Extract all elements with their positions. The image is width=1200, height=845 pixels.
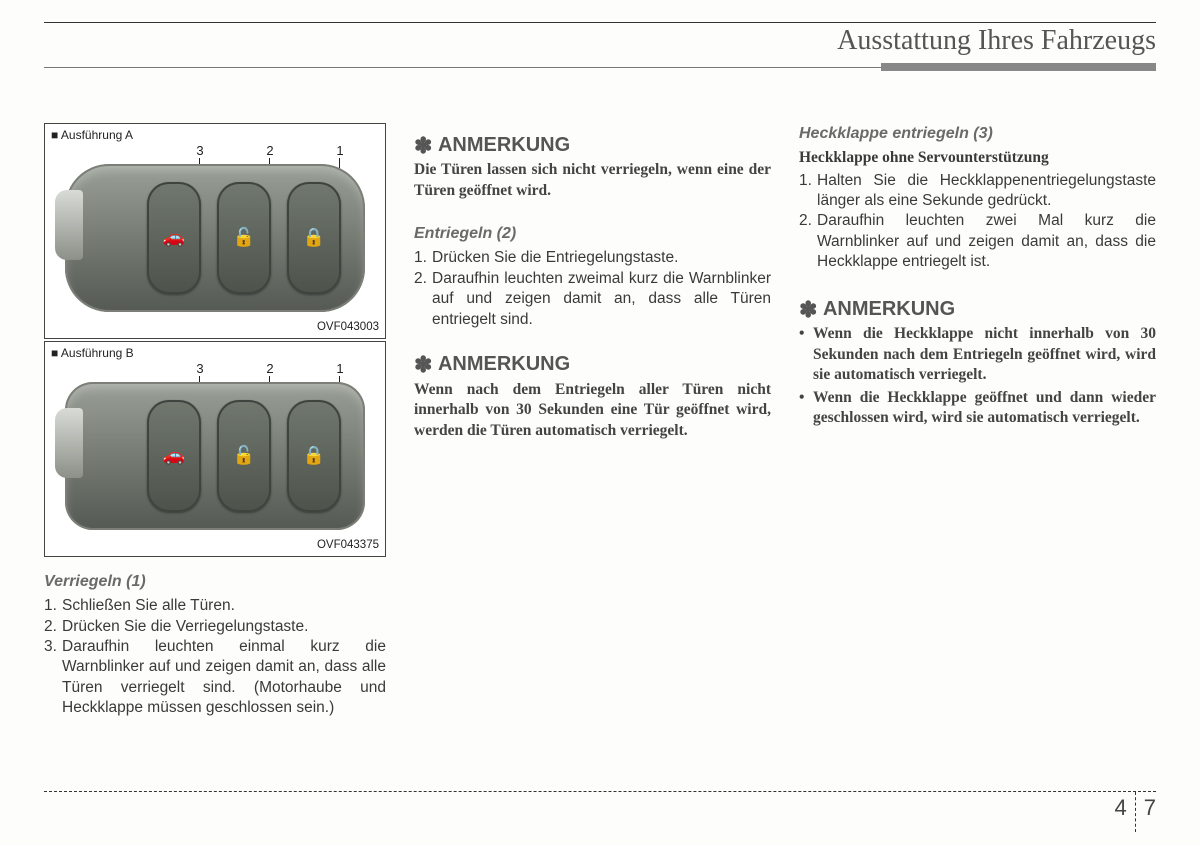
page-number: 4 7 <box>1115 784 1157 832</box>
key-fob-b: 🔒 🔓 🚗 <box>65 382 365 530</box>
figure-a-label: ■ Ausführung A <box>51 128 133 144</box>
figure-b-code: OVF043375 <box>317 538 379 553</box>
note3-bullet-2: Wenn die Heckklappe geöffnet und dann wi… <box>813 388 1156 429</box>
note3-bullet-1: Wenn die Heckklappe nicht innerhalb von … <box>813 324 1156 385</box>
section2-step-1: Drücken Sie die Entriegelungstaste. <box>432 248 771 268</box>
header-rule-thick <box>881 63 1156 71</box>
page-frame: Ausstattung Ihres Fahrzeugs ■ Ausführung… <box>44 22 1156 802</box>
figure-b-callout-2: 2 <box>263 360 277 377</box>
section3-subheading: Heckklappe ohne Servounterstützung <box>799 148 1156 168</box>
page-section: 4 <box>1115 795 1127 821</box>
figure-a-code: OVF043003 <box>317 320 379 335</box>
section1-step-1: Schließen Sie alle Türen. <box>62 596 386 616</box>
note3-bullets: •Wenn die Heckklappe nicht innerhalb von… <box>799 324 1156 428</box>
section1-steps: 1.Schließen Sie alle Türen. 2.Drücken Si… <box>44 596 386 719</box>
section1-heading: Verriegeln (1) <box>44 571 386 592</box>
section2-step-2: Daraufhin leuchten zweimal kurz die Warn… <box>432 269 771 330</box>
figure-a-callout-3: 3 <box>193 142 207 159</box>
figure-b-label: ■ Ausführung B <box>51 346 134 362</box>
section2-heading: Entriegeln (2) <box>414 223 771 244</box>
figure-b: ■ Ausführung B 3 2 1 🔒 🔓 🚗 OVF043375 <box>44 341 386 557</box>
column-2: ✽ ANMERKUNG Die Türen lassen sich nicht … <box>414 123 771 719</box>
lock-button-icon: 🔒 <box>287 182 341 294</box>
unlock-button-icon: 🔓 <box>217 182 271 294</box>
figure-b-callout-3: 3 <box>193 360 207 377</box>
key-fob-a: 🔒 🔓 🚗 <box>65 164 365 312</box>
chapter-title: Ausstattung Ihres Fahrzeugs <box>823 21 1156 61</box>
section2-steps: 1.Drücken Sie die Entriegelungstaste. 2.… <box>414 248 771 330</box>
content-columns: ■ Ausführung A 3 2 1 🔒 🔓 🚗 OVF043003 ■ A… <box>44 123 1156 719</box>
figure-a-callout-2: 2 <box>263 142 277 159</box>
figure-a: ■ Ausführung A 3 2 1 🔒 🔓 🚗 OVF043003 <box>44 123 386 339</box>
page-num: 7 <box>1144 795 1156 821</box>
trunk-button-icon: 🚗 <box>147 182 201 294</box>
figure-b-callout-1: 1 <box>333 360 347 377</box>
column-3: Heckklappe entriegeln (3) Heckklappe ohn… <box>799 123 1156 719</box>
lock-button-icon: 🔒 <box>287 400 341 512</box>
section3-steps: 1.Halten Sie die Heckklappenentriegelung… <box>799 171 1156 273</box>
section1-step-3: Daraufhin leuchten einmal kurz die Warnb… <box>62 637 386 719</box>
note2-body: Wenn nach dem Entriegeln aller Türen nic… <box>414 380 771 441</box>
page-footer: 4 7 <box>44 791 1156 825</box>
unlock-button-icon: 🔓 <box>217 400 271 512</box>
note1-title: ✽ ANMERKUNG <box>414 129 771 158</box>
section1-step-2: Drücken Sie die Verriegelungstaste. <box>62 617 386 637</box>
column-1: ■ Ausführung A 3 2 1 🔒 🔓 🚗 OVF043003 ■ A… <box>44 123 386 719</box>
section3-step-2: Daraufhin leuchten zwei Mal kurz die War… <box>817 211 1156 272</box>
header-rule-thin <box>44 67 881 68</box>
figure-a-callout-1: 1 <box>333 142 347 159</box>
note1-body: Die Türen lassen sich nicht verriegeln, … <box>414 160 771 201</box>
note3-title: ✽ ANMERKUNG <box>799 293 1156 322</box>
section3-heading: Heckklappe entriegeln (3) <box>799 123 1156 144</box>
page-separator <box>1135 792 1136 832</box>
trunk-button-icon: 🚗 <box>147 400 201 512</box>
section3-step-1: Halten Sie die Heckklappenentriegelungst… <box>817 171 1156 212</box>
note2-title: ✽ ANMERKUNG <box>414 348 771 377</box>
